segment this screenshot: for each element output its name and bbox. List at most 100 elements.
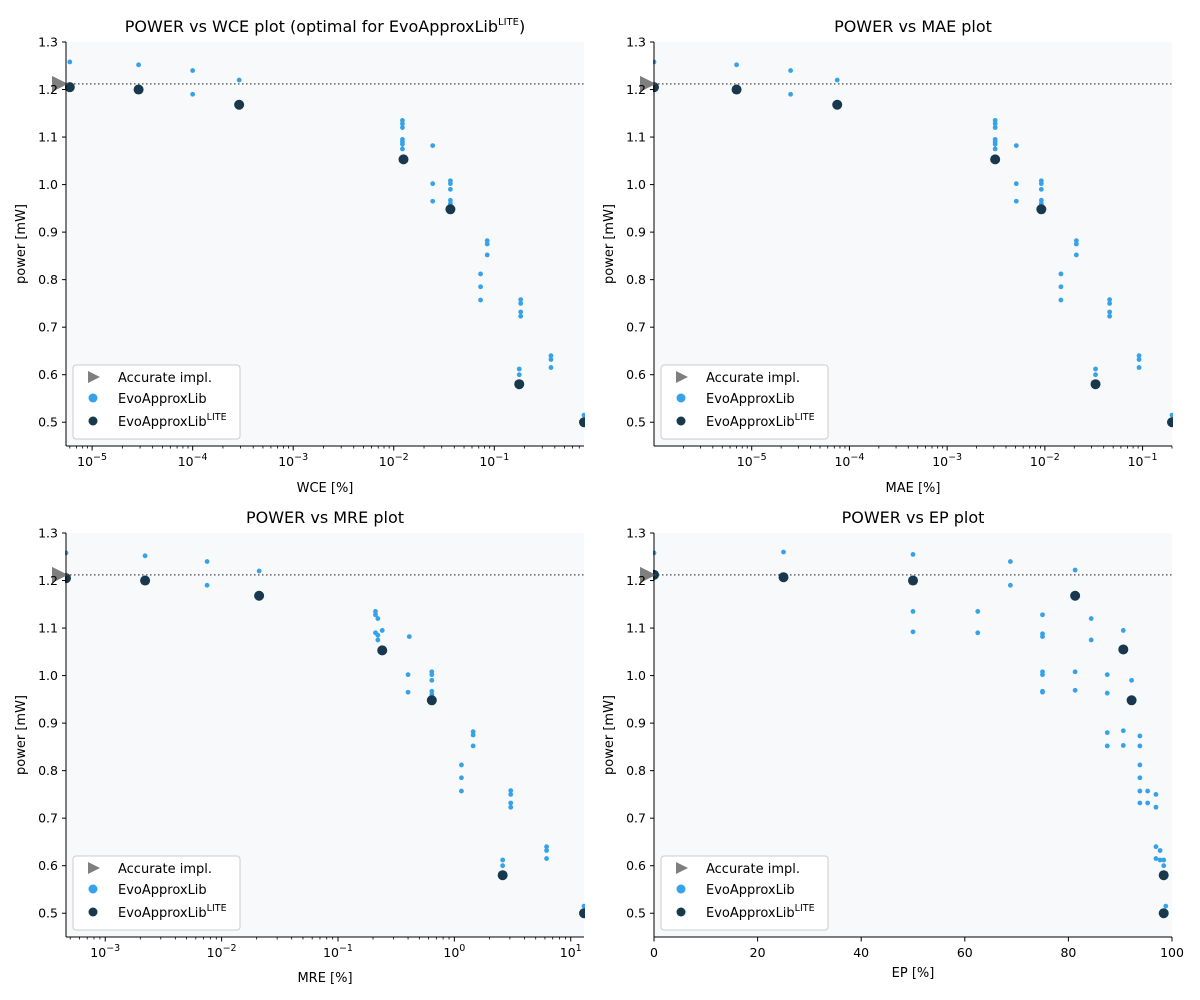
library-point — [734, 62, 739, 68]
library-point — [1088, 616, 1094, 621]
library-point — [500, 863, 506, 869]
library-point — [470, 729, 476, 735]
library-point — [516, 366, 522, 372]
library-point — [1040, 634, 1045, 640]
library-point — [400, 146, 405, 152]
library-point — [992, 121, 998, 127]
x-tick-label: 10−5 — [737, 452, 767, 469]
library-point — [256, 568, 262, 574]
library-point — [548, 365, 554, 370]
library-point — [484, 252, 490, 258]
x-tick-label: 10−3 — [278, 452, 308, 469]
library-point — [1153, 856, 1159, 861]
library-point — [484, 238, 490, 244]
subplot-title: POWER vs MRE plot — [246, 508, 404, 527]
lite-point — [579, 417, 585, 428]
library-point — [1040, 689, 1045, 695]
legend-lite-marker — [676, 907, 686, 917]
library-point — [508, 800, 514, 806]
library-point — [1120, 728, 1126, 734]
library-point — [910, 609, 916, 614]
library-point — [992, 146, 998, 152]
y-tick-label: 1.1 — [626, 621, 646, 636]
subplot-power-vs-ep: POWER vs EP plot EP [%] power [mW] 0.5 0.… — [602, 508, 1184, 981]
library-point — [1104, 730, 1110, 736]
x-tick-label: 10−2 — [379, 452, 409, 469]
legend-accurate-marker — [88, 862, 100, 874]
legend-lite-marker — [676, 416, 686, 426]
data-points — [65, 550, 585, 919]
library-point — [581, 412, 585, 418]
library-point — [373, 612, 378, 618]
y-tick-label: 0.9 — [626, 225, 646, 240]
legend-lite-label: EvoApproxLibLITE — [118, 903, 227, 921]
library-point — [1153, 804, 1159, 810]
library-point — [373, 609, 378, 614]
y-tick-label: 1.2 — [38, 82, 58, 97]
library-point — [1072, 567, 1078, 573]
lite-point — [514, 379, 525, 390]
legend-accurate-label: Accurate impl. — [118, 371, 212, 386]
library-point — [518, 309, 524, 315]
y-tick-label: 0.9 — [38, 225, 58, 240]
accurate-marker — [52, 566, 68, 583]
library-point — [508, 792, 514, 797]
y-tick-label: 1.1 — [38, 130, 58, 145]
legend: Accurate impl. EvoApproxLib EvoApproxLibLI… — [660, 364, 829, 440]
lite-point — [1118, 644, 1129, 655]
library-point — [1058, 297, 1064, 303]
library-point — [429, 677, 435, 683]
library-point — [1088, 637, 1094, 643]
y-tick-label: 0.9 — [38, 716, 58, 731]
library-point — [478, 284, 483, 290]
library-point — [518, 297, 524, 303]
legend-accurate-label: Accurate impl. — [706, 371, 800, 386]
library-point — [1007, 582, 1013, 588]
library-point — [448, 186, 453, 192]
library-point — [459, 775, 464, 781]
y-tick-label: 1.0 — [626, 668, 646, 683]
library-point — [400, 125, 405, 130]
y-axis-label: power [mW] — [14, 204, 29, 284]
x-tick-label: 100 — [1160, 945, 1184, 960]
lite-point — [426, 695, 437, 706]
library-point — [1058, 284, 1064, 290]
library-point — [470, 743, 476, 749]
y-tick-label: 0.6 — [626, 858, 646, 873]
accurate-marker — [640, 75, 656, 92]
library-point — [975, 630, 981, 636]
library-point — [1145, 800, 1151, 806]
library-point — [190, 68, 196, 73]
lite-point — [398, 154, 409, 165]
library-point — [1137, 762, 1143, 768]
x-tick-label: 40 — [853, 945, 869, 960]
library-point — [518, 313, 524, 319]
y-tick-label: 0.8 — [626, 763, 646, 778]
library-point — [448, 197, 453, 203]
x-tick-label: 100 — [443, 943, 465, 960]
lite-point — [140, 575, 151, 586]
lite-point — [731, 84, 742, 95]
y-tick-label: 1.3 — [38, 526, 58, 541]
y-tick-label: 1.3 — [38, 35, 58, 50]
y-tick-label: 0.7 — [38, 811, 58, 826]
legend-library-marker — [676, 393, 686, 403]
library-point — [375, 616, 381, 621]
library-point — [1145, 788, 1151, 794]
x-tick-label: 101 — [560, 943, 582, 960]
library-point — [375, 632, 381, 638]
legend-accurate-label: Accurate impl. — [118, 862, 212, 877]
library-point — [1107, 301, 1113, 306]
subplot-power-vs-mre: POWER vs MRE plot MRE [%] power [mW] 0.5… — [14, 508, 585, 986]
library-point — [459, 788, 464, 794]
y-tick-label: 0.6 — [38, 858, 58, 873]
library-point — [448, 181, 453, 187]
y-tick-label: 1.1 — [626, 130, 646, 145]
lite-point — [1158, 870, 1169, 881]
subplot-power-vs-mae: POWER vs MAE plot MAE [%] power [mW] 0.5… — [602, 17, 1173, 496]
x-axis-label: MAE [%] — [886, 481, 941, 496]
library-point — [1013, 181, 1019, 187]
library-point — [1040, 612, 1045, 618]
library-point — [379, 628, 385, 633]
